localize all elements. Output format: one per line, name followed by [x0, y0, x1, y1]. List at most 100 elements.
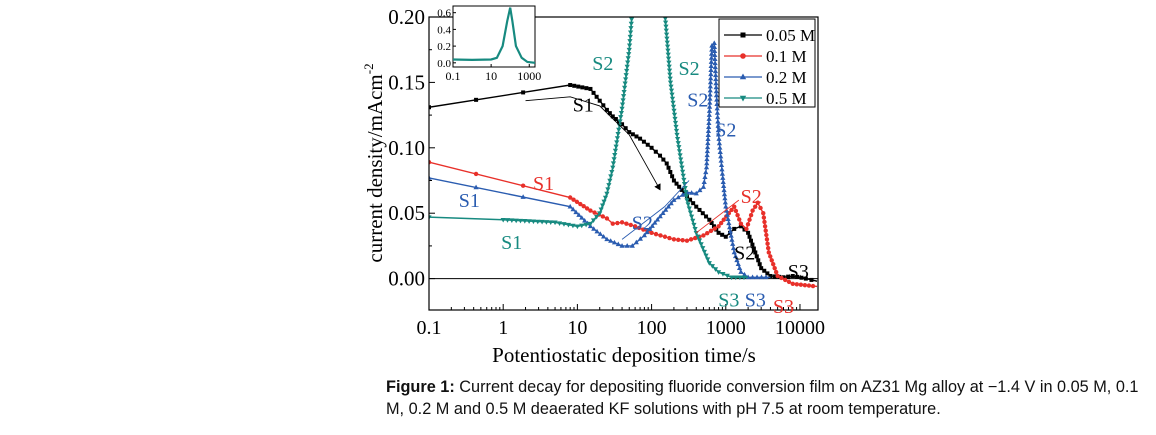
annotation-label: S1 — [533, 173, 554, 195]
data-point — [733, 275, 739, 281]
inset-y-tick-label: 0.0 — [437, 58, 451, 70]
inset-y-tick-label: 0.2 — [437, 41, 451, 53]
data-point — [633, 239, 639, 245]
data-point — [675, 141, 681, 146]
inset-y-tick-label: 0.4 — [437, 24, 451, 36]
legend-label: 0.05 M — [766, 26, 815, 45]
data-point — [618, 110, 624, 116]
data-point — [708, 71, 714, 77]
data-point — [627, 39, 633, 44]
data-point — [588, 208, 593, 213]
data-point — [714, 110, 721, 115]
inset-x-tick-label: 10 — [485, 69, 497, 83]
data-point — [720, 175, 726, 180]
chart: current density/mAcm-2 Potentiostatic de… — [361, 5, 825, 367]
data-point — [696, 238, 703, 244]
data-point — [609, 169, 615, 175]
data-point — [705, 230, 710, 236]
data-point — [665, 203, 672, 209]
data-point — [543, 220, 550, 225]
data-point — [716, 136, 722, 141]
data-point — [694, 204, 699, 209]
data-point — [642, 9, 647, 14]
data-point — [619, 102, 626, 108]
data-point — [727, 228, 733, 234]
data-point — [729, 275, 735, 281]
data-point — [604, 191, 610, 197]
data-point — [597, 211, 603, 217]
annotation-label: S2 — [734, 242, 755, 264]
data-point — [670, 104, 677, 110]
data-point — [754, 254, 759, 259]
data-point — [695, 234, 701, 240]
data-point — [668, 170, 673, 175]
data-point — [688, 197, 693, 202]
data-point — [687, 210, 694, 216]
data-point — [715, 127, 721, 133]
data-point — [671, 108, 677, 114]
data-point — [666, 165, 671, 170]
data-point — [720, 232, 725, 237]
data-point — [748, 212, 754, 218]
data-point — [748, 238, 753, 243]
data-point — [704, 214, 709, 219]
inset: 0.0 0.2 0.4 0.6 0.1 10 1000 — [437, 5, 541, 83]
data-point — [750, 242, 755, 247]
data-point — [539, 219, 545, 225]
data-point — [667, 80, 674, 86]
data-point — [719, 171, 725, 176]
data-point — [624, 68, 630, 74]
data-point — [721, 217, 726, 222]
data-point — [576, 84, 581, 89]
data-point — [786, 279, 792, 285]
annotation-label: S2 — [632, 212, 653, 234]
data-point — [474, 97, 479, 102]
data-point — [709, 221, 714, 226]
data-point — [706, 261, 712, 266]
data-point — [708, 55, 715, 60]
legend-label: 0.1 M — [766, 47, 807, 66]
legend-label: 0.5 M — [766, 89, 807, 108]
data-point — [706, 124, 712, 129]
data-point — [691, 201, 696, 206]
data-point — [626, 52, 632, 57]
annotation-label: S2 — [592, 53, 613, 75]
data-point — [802, 282, 808, 288]
plot-frame — [428, 16, 819, 311]
data-point — [711, 224, 716, 229]
data-point — [591, 90, 596, 95]
y-tick-label: 0.10 — [388, 136, 425, 160]
data-point — [581, 204, 586, 209]
data-point — [763, 274, 769, 280]
data-point — [712, 64, 718, 70]
data-point — [715, 131, 722, 137]
data-point — [622, 85, 628, 91]
data-point — [673, 128, 680, 134]
data-point — [675, 194, 681, 200]
data-point — [693, 235, 698, 241]
data-point — [711, 40, 717, 45]
data-point — [604, 236, 610, 242]
data-point — [653, 149, 658, 154]
data-point — [671, 197, 677, 202]
data-point — [667, 235, 672, 241]
data-point — [626, 43, 633, 49]
data-point — [790, 273, 795, 278]
data-point — [567, 195, 573, 200]
data-point — [570, 206, 576, 212]
data-point — [652, 220, 658, 225]
data-point — [783, 277, 788, 283]
data-point — [765, 271, 770, 276]
data-point — [668, 88, 675, 94]
data-point — [624, 243, 630, 248]
data-point — [798, 282, 804, 287]
x-tick-label: 10 — [567, 317, 587, 339]
data-point — [712, 48, 718, 54]
data-point — [429, 105, 431, 110]
data-point — [762, 224, 768, 229]
data-point — [795, 274, 800, 279]
data-point — [616, 123, 623, 129]
data-point — [680, 169, 686, 175]
data-point — [745, 222, 751, 227]
data-point — [616, 127, 622, 133]
